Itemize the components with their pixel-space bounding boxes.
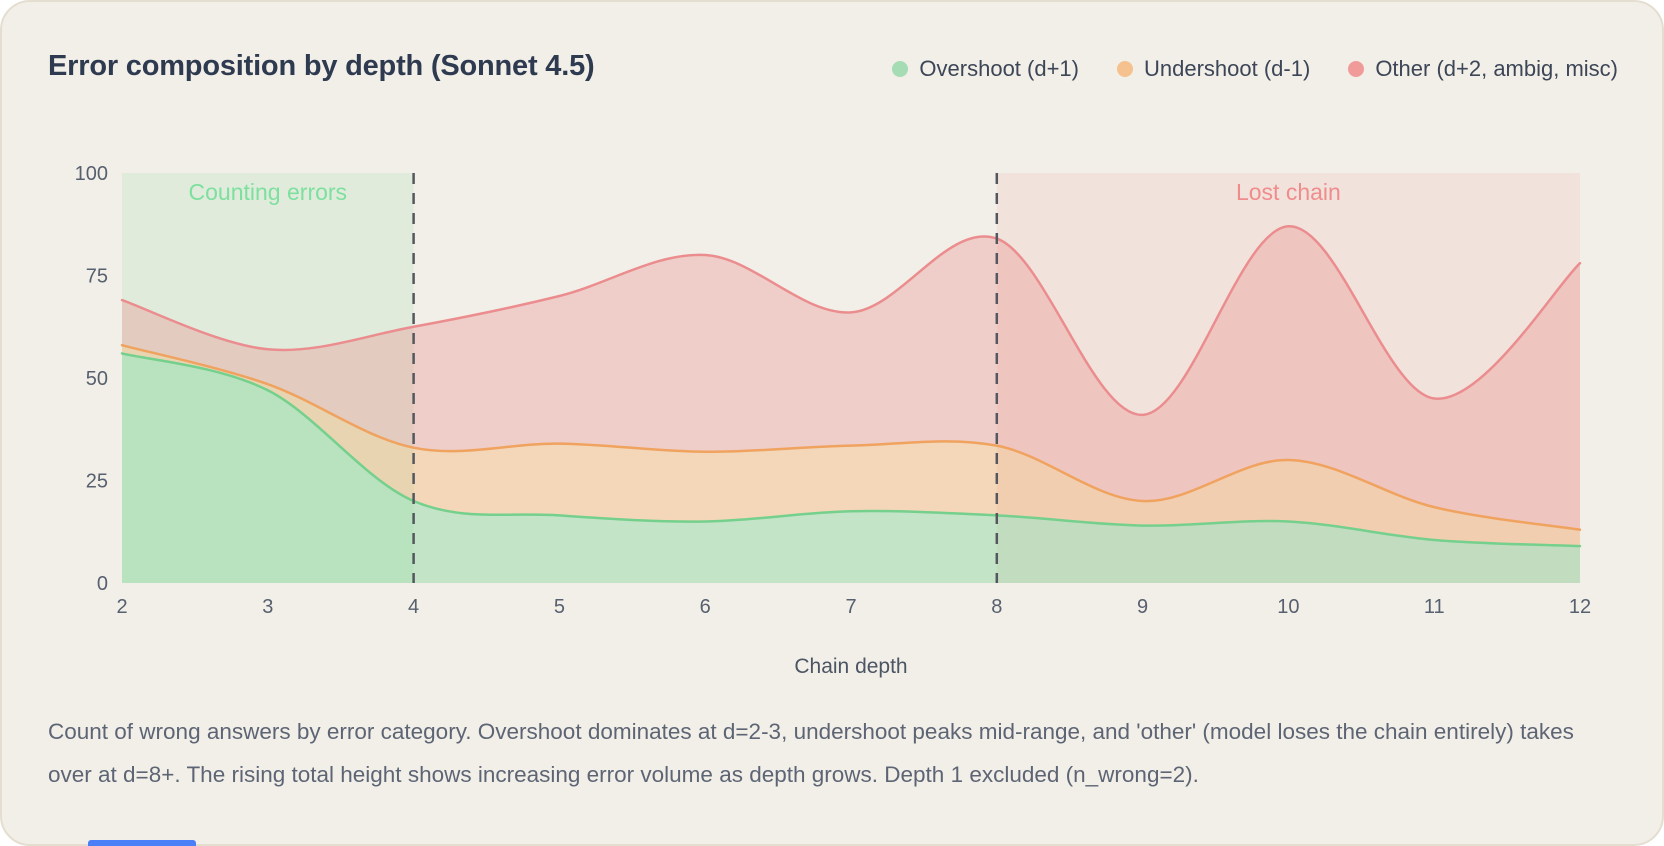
area-other bbox=[122, 226, 1580, 530]
x-tick-label: 3 bbox=[262, 596, 273, 618]
y-tick-label: 25 bbox=[86, 471, 108, 493]
band-counting-errors bbox=[122, 173, 414, 583]
legend-label-other: Other (d+2, ambig, misc) bbox=[1375, 56, 1618, 81]
legend-label-undershoot: Undershoot (d-1) bbox=[1144, 56, 1311, 81]
legend-label-overshoot: Overshoot (d+1) bbox=[919, 56, 1079, 81]
band-lost-chain bbox=[996, 173, 1580, 583]
x-tick-label: 4 bbox=[408, 596, 419, 618]
annotation-counting-errors: Counting errors bbox=[189, 179, 348, 205]
legend-item-other: Other (d+2, ambig, misc) bbox=[1348, 56, 1618, 82]
legend-item-undershoot: Undershoot (d-1) bbox=[1117, 56, 1310, 82]
line-other bbox=[120, 225, 1582, 417]
x-axis-label: Chain depth bbox=[794, 655, 907, 678]
x-tick-label: 2 bbox=[116, 596, 127, 618]
y-tick-label: 50 bbox=[86, 368, 108, 390]
y-tick-label: 100 bbox=[75, 163, 108, 185]
legend-dot-undershoot-icon bbox=[1117, 61, 1133, 77]
area-overshoot bbox=[122, 353, 1580, 583]
y-tick-label: 75 bbox=[86, 266, 108, 288]
legend: Overshoot (d+1) Undershoot (d-1) Other (… bbox=[892, 56, 1618, 82]
y-tick-label: 0 bbox=[97, 573, 108, 595]
x-tick-label: 5 bbox=[554, 596, 565, 618]
legend-dot-other-icon bbox=[1348, 61, 1365, 77]
x-tick-label: 7 bbox=[845, 596, 856, 618]
annotation-lost-chain: Lost chain bbox=[1236, 179, 1341, 205]
line-overshoot bbox=[120, 352, 1582, 548]
chart-caption: Count of wrong answers by error category… bbox=[48, 719, 1574, 788]
x-tick-label: 10 bbox=[1277, 596, 1299, 618]
x-tick-label: 6 bbox=[700, 596, 711, 618]
legend-item-overshoot: Overshoot (d+1) bbox=[892, 56, 1079, 82]
x-tick-label: 9 bbox=[1137, 596, 1148, 618]
x-tick-label: 12 bbox=[1569, 596, 1591, 618]
x-tick-label: 11 bbox=[1424, 596, 1445, 618]
line-undershoot bbox=[120, 343, 1582, 531]
partial-bottom-element bbox=[88, 840, 196, 846]
legend-dot-overshoot-icon bbox=[892, 61, 909, 77]
chart-title: Error composition by depth (Sonnet 4.5) bbox=[48, 50, 595, 82]
x-tick-label: 8 bbox=[991, 596, 1002, 618]
